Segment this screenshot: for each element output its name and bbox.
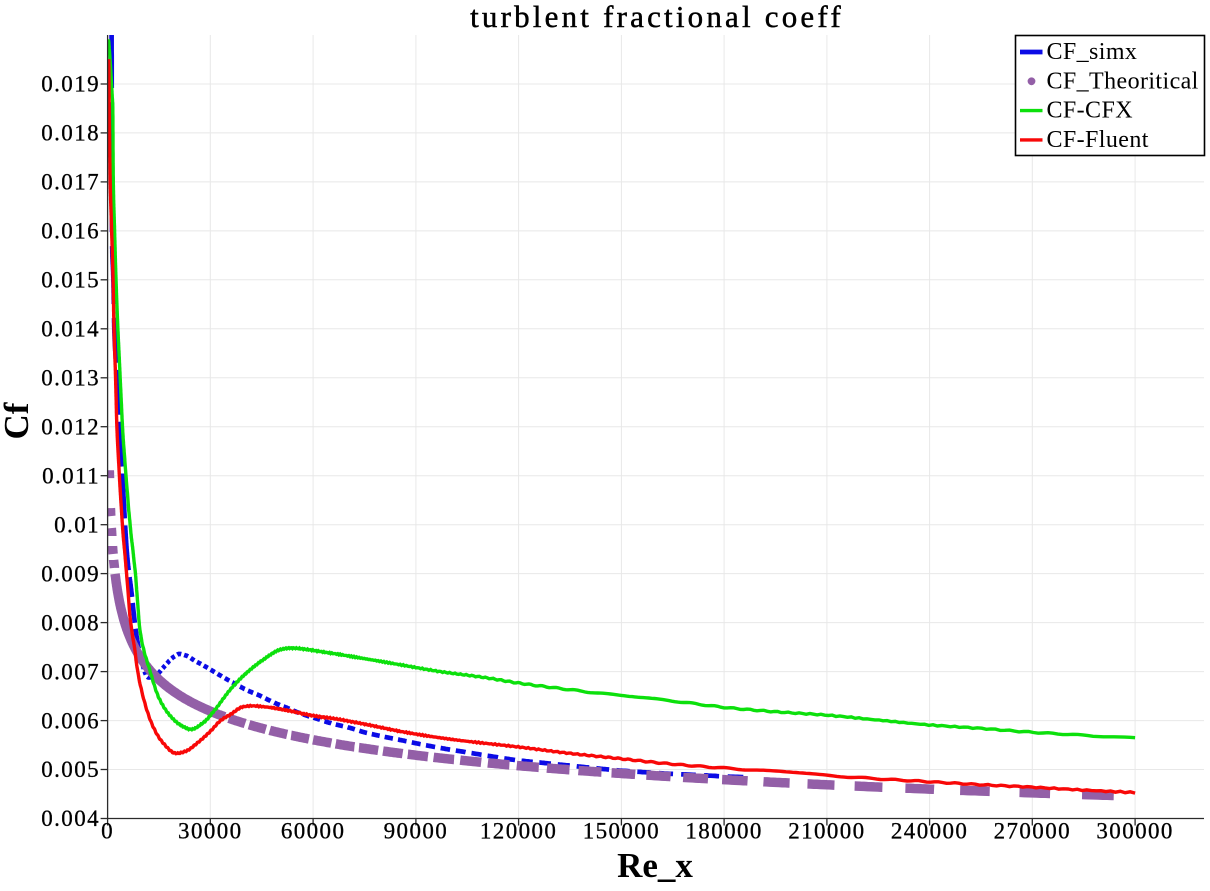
svg-text:150000: 150000 — [583, 819, 660, 844]
svg-text:60000: 60000 — [281, 819, 346, 844]
svg-text:0.019: 0.019 — [41, 72, 100, 97]
svg-text:0.012: 0.012 — [41, 414, 100, 439]
svg-text:240000: 240000 — [891, 819, 968, 844]
svg-text:0.016: 0.016 — [41, 219, 100, 244]
svg-text:0.007: 0.007 — [41, 659, 100, 684]
svg-text:CF_Theoritical: CF_Theoritical — [1047, 68, 1199, 94]
svg-text:0.011: 0.011 — [42, 463, 100, 488]
svg-text:CF-Fluent: CF-Fluent — [1047, 127, 1149, 153]
svg-text:0.009: 0.009 — [41, 561, 100, 586]
svg-text:Cf: Cf — [0, 402, 36, 439]
svg-text:270000: 270000 — [994, 819, 1071, 844]
svg-text:CF_simx: CF_simx — [1047, 39, 1138, 65]
svg-text:0.005: 0.005 — [41, 757, 100, 782]
svg-text:CF-CFX: CF-CFX — [1047, 98, 1133, 124]
svg-text:0.01: 0.01 — [54, 512, 100, 537]
svg-text:turblent fractional coeff: turblent fractional coeff — [470, 0, 844, 34]
svg-text:0.018: 0.018 — [41, 121, 100, 146]
svg-text:300000: 300000 — [1096, 819, 1173, 844]
svg-text:0.008: 0.008 — [41, 610, 100, 635]
svg-text:30000: 30000 — [178, 819, 243, 844]
svg-text:Re_x: Re_x — [617, 846, 693, 885]
svg-text:0.004: 0.004 — [41, 806, 100, 831]
svg-text:0.014: 0.014 — [41, 317, 100, 342]
svg-text:180000: 180000 — [685, 819, 762, 844]
svg-text:0: 0 — [101, 819, 114, 844]
svg-text:0.015: 0.015 — [41, 268, 100, 293]
svg-text:120000: 120000 — [480, 819, 557, 844]
svg-text:210000: 210000 — [788, 819, 865, 844]
svg-text:0.017: 0.017 — [41, 170, 100, 195]
svg-text:0.013: 0.013 — [41, 366, 100, 391]
svg-text:0.006: 0.006 — [41, 708, 100, 733]
svg-text:90000: 90000 — [384, 819, 449, 844]
